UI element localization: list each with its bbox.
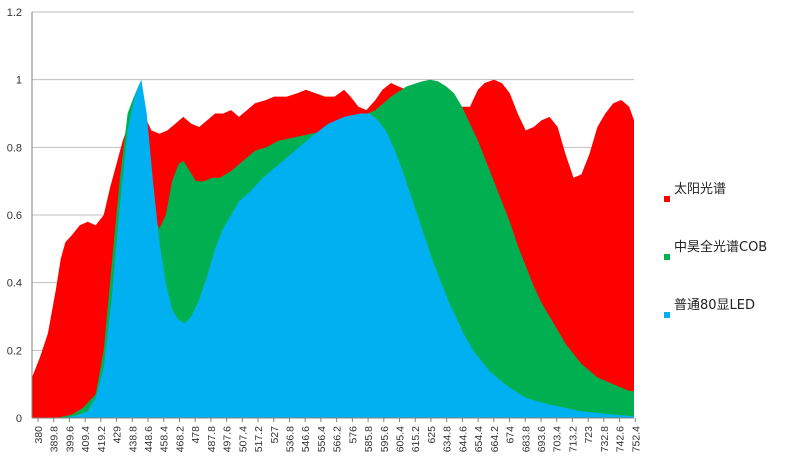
x-tick-label: 585.8	[363, 426, 375, 452]
legend-label: 太阳光谱	[674, 182, 727, 197]
x-tick-label: 527	[269, 426, 281, 444]
legend-swatch	[664, 254, 670, 260]
x-tick-label: 732.8	[599, 426, 611, 452]
x-tick-label: 546.6	[300, 426, 312, 452]
x-tick-label: 468.2	[174, 426, 186, 452]
x-tick-label: 419.2	[96, 426, 108, 452]
legend-item-led: 普通80显LED	[660, 294, 756, 318]
x-tick-label: 693.6	[536, 426, 548, 452]
x-tick-label: 458.4	[159, 426, 171, 452]
x-tick-label: 683.8	[520, 426, 532, 452]
x-tick-label: 576	[347, 426, 359, 444]
x-tick-label: 429	[112, 426, 124, 444]
x-tick-label: 497.6	[222, 426, 234, 452]
x-tick-label: 742.6	[615, 426, 627, 452]
x-tick-label: 703.4	[552, 426, 564, 452]
x-tick-label: 399.6	[64, 426, 76, 452]
x-tick-label: 478	[190, 426, 202, 444]
x-tick-label: 644.6	[457, 426, 469, 452]
x-tick-label: 664.2	[489, 426, 501, 452]
area-series-2	[32, 79, 634, 418]
series-areas	[32, 79, 634, 418]
legend-item-sun: 太阳光谱	[660, 178, 727, 202]
x-tick-label: 615.2	[410, 426, 422, 452]
y-tick-label: 0.4	[7, 278, 22, 290]
x-tick-label: 713.2	[567, 426, 579, 452]
y-tick-label: 0.6	[7, 210, 22, 222]
y-tick-labels: 0 0.2 0.4 0.6 0.8 1 1.2	[7, 7, 22, 425]
x-tick-label: 566.2	[332, 426, 344, 452]
y-tick-label: 0	[16, 413, 22, 425]
x-tick-label: 752.4	[630, 426, 642, 452]
x-tick-label: 448.6	[143, 426, 155, 452]
x-tick-label: 674	[505, 426, 517, 444]
y-tick-label: 1	[16, 75, 22, 87]
x-tick-label: 625	[426, 426, 438, 444]
y-tick-label: 0.2	[7, 345, 22, 357]
y-tick-label: 0.8	[7, 142, 22, 154]
legend: 太阳光谱 中昊全光谱COB 普通80显LED	[660, 0, 800, 464]
x-tick-labels: 380 389.8 399.6 409.4 419.2 429 438.8 448.6 458.…	[33, 418, 642, 452]
x-tick-label: 723	[583, 426, 595, 444]
x-tick-label: 595.6	[379, 426, 391, 452]
x-tick-label: 517.2	[253, 426, 265, 452]
x-tick-label: 507.4	[237, 426, 249, 452]
x-tick-label: 654.4	[473, 426, 485, 452]
x-tick-label: 536.8	[284, 426, 296, 452]
y-tick-label: 1.2	[7, 7, 22, 19]
x-tick-label: 438.8	[127, 426, 139, 452]
legend-label: 普通80显LED	[674, 298, 756, 313]
x-tick-label: 605.4	[395, 426, 407, 452]
x-tick-label: 556.4	[316, 426, 328, 452]
x-tick-label: 487.8	[206, 426, 218, 452]
legend-swatch	[664, 196, 670, 202]
legend-swatch	[664, 312, 670, 318]
x-tick-label: 380	[33, 426, 45, 444]
legend-label: 中昊全光谱COB	[674, 240, 768, 255]
x-tick-label: 409.4	[80, 426, 92, 452]
x-tick-label: 634.8	[442, 426, 454, 452]
spectrum-chart: 0 0.2 0.4 0.6 0.8 1 1.2 380 389.8 399.6 409.4 419.…	[7, 7, 643, 452]
x-tick-label: 389.8	[49, 426, 61, 452]
legend-item-cob: 中昊全光谱COB	[660, 236, 768, 260]
